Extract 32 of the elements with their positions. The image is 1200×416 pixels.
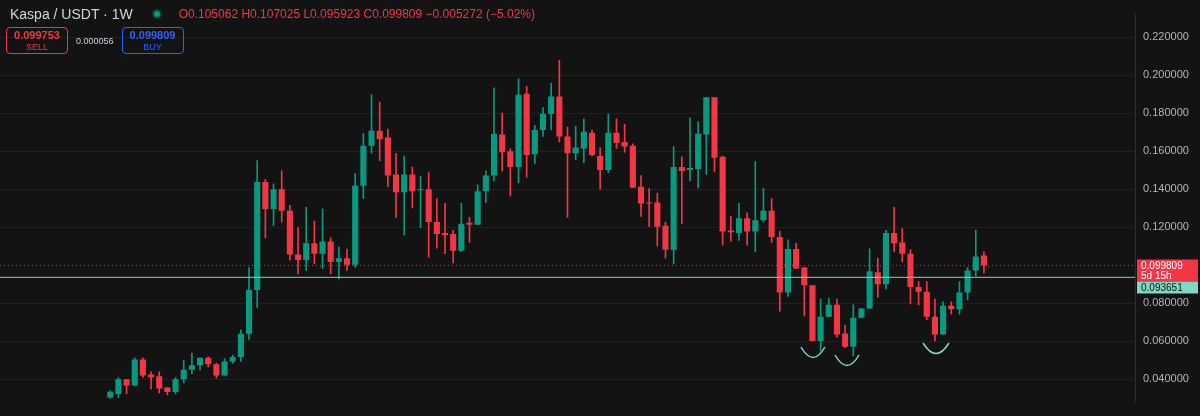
annotation: O0.105062 H0.107025 L0.095923 C0.099809 −0.005272 (−5.02%) (178, 7, 535, 21)
candlestick (392, 152, 400, 218)
candlestick (433, 198, 440, 249)
candlestick (891, 206, 898, 253)
candlestick (441, 203, 449, 254)
y-tick-label: 0.080000 (1143, 296, 1189, 309)
annotation: 0.099753 (13, 29, 61, 41)
y-tick-label: 0.160000 (1143, 144, 1189, 157)
candlestick (727, 216, 734, 242)
candlestick (376, 101, 383, 161)
candlestick (646, 188, 653, 227)
candlestick (686, 117, 694, 182)
annotation: BUY (142, 41, 163, 53)
y-tick-label: 0.200000 (1143, 68, 1189, 81)
candlestick (335, 246, 342, 280)
candlestick (678, 156, 685, 225)
candlestick (188, 352, 195, 374)
candlestick (752, 161, 759, 253)
y-tick-label: 0.060000 (1143, 334, 1189, 347)
chart-title: Kaspa / USDT · 1W (10, 6, 133, 22)
y-tick-label: 0.120000 (1143, 220, 1189, 233)
y-tick-label: 0.180000 (1143, 106, 1189, 119)
annotation: 0.000056 (76, 35, 114, 46)
annotation: SELL (25, 41, 49, 53)
text: 5d 15h (1141, 269, 1172, 281)
candlestick (401, 155, 408, 236)
y-tick-label: 0.040000 (1143, 372, 1189, 385)
annotation: 0.099809 (128, 29, 177, 41)
ref-line-label: 0.099809 (1141, 259, 1184, 271)
y-tick-label: 0.140000 (1143, 182, 1189, 195)
y-tick-label: 0.220000 (1143, 30, 1189, 43)
ref-line-label: 0.093651 (1141, 281, 1184, 293)
